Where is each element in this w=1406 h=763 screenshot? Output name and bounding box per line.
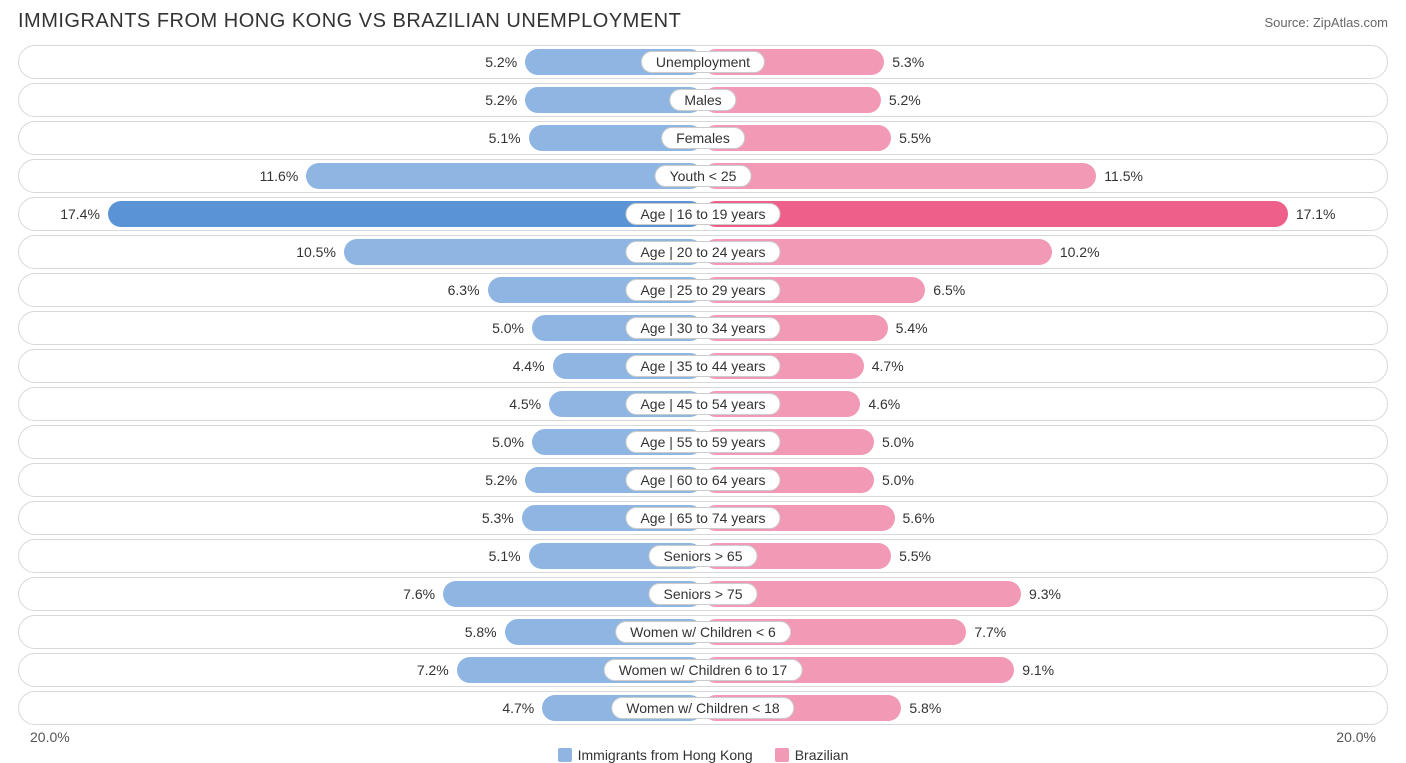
value-left: 4.7% (502, 692, 542, 724)
category-label: Males (669, 89, 736, 111)
value-left: 6.3% (448, 274, 488, 306)
chart-row: 5.2% 5.3% Unemployment (18, 45, 1388, 79)
category-label: Age | 55 to 59 years (625, 431, 780, 453)
value-right: 7.7% (966, 616, 1006, 648)
legend-item-left: Immigrants from Hong Kong (558, 747, 753, 763)
value-right: 9.3% (1021, 578, 1061, 610)
value-right: 5.6% (895, 502, 935, 534)
value-left: 5.2% (485, 84, 525, 116)
bar-left (108, 201, 703, 227)
bar-right (703, 163, 1096, 189)
chart-row: 5.1% 5.5% Seniors > 65 (18, 539, 1388, 573)
category-label: Unemployment (641, 51, 765, 73)
chart-row: 5.2% 5.0% Age | 60 to 64 years (18, 463, 1388, 497)
chart-row: 5.3% 5.6% Age | 65 to 74 years (18, 501, 1388, 535)
category-label: Age | 35 to 44 years (625, 355, 780, 377)
value-left: 5.0% (492, 312, 532, 344)
chart-row: 11.6% 11.5% Youth < 25 (18, 159, 1388, 193)
chart-row: 5.0% 5.4% Age | 30 to 34 years (18, 311, 1388, 345)
value-left: 7.2% (417, 654, 457, 686)
chart-row: 5.1% 5.5% Females (18, 121, 1388, 155)
bar-left (306, 163, 703, 189)
value-right: 5.0% (874, 426, 914, 458)
category-label: Age | 60 to 64 years (625, 469, 780, 491)
category-label: Youth < 25 (655, 165, 752, 187)
axis-right-max: 20.0% (1336, 729, 1376, 745)
value-left: 5.0% (492, 426, 532, 458)
axis-left-max: 20.0% (30, 729, 70, 745)
chart-source: Source: ZipAtlas.com (1264, 15, 1388, 30)
diverging-bar-chart: 5.2% 5.3% Unemployment 5.2% 5.2% Males 5.1% 5.5… (18, 45, 1388, 725)
value-left: 5.1% (489, 122, 529, 154)
value-right: 11.5% (1096, 160, 1143, 192)
chart-legend: Immigrants from Hong Kong Brazilian (18, 747, 1388, 763)
chart-header: IMMIGRANTS FROM HONG KONG VS BRAZILIAN U… (18, 10, 1388, 33)
legend-label-right: Brazilian (795, 747, 849, 763)
category-label: Seniors > 65 (649, 545, 758, 567)
chart-row: 17.4% 17.1% Age | 16 to 19 years (18, 197, 1388, 231)
value-left: 5.2% (485, 464, 525, 496)
value-right: 5.5% (891, 540, 931, 572)
value-right: 5.5% (891, 122, 931, 154)
value-left: 5.3% (482, 502, 522, 534)
value-right: 5.8% (901, 692, 941, 724)
category-label: Women w/ Children 6 to 17 (604, 659, 803, 681)
value-left: 4.4% (513, 350, 553, 382)
value-left: 17.4% (60, 198, 108, 230)
value-left: 11.6% (260, 160, 307, 192)
value-right: 4.7% (864, 350, 904, 382)
value-right: 5.0% (874, 464, 914, 496)
legend-item-right: Brazilian (775, 747, 849, 763)
value-left: 5.8% (465, 616, 505, 648)
chart-row: 5.0% 5.0% Age | 55 to 59 years (18, 425, 1388, 459)
category-label: Age | 16 to 19 years (625, 203, 780, 225)
category-label: Age | 30 to 34 years (625, 317, 780, 339)
value-left: 10.5% (296, 236, 344, 268)
value-left: 5.1% (489, 540, 529, 572)
value-right: 6.5% (925, 274, 965, 306)
chart-row: 4.5% 4.6% Age | 45 to 54 years (18, 387, 1388, 421)
legend-swatch-right (775, 748, 789, 762)
category-label: Age | 20 to 24 years (625, 241, 780, 263)
value-right: 5.2% (881, 84, 921, 116)
category-label: Age | 25 to 29 years (625, 279, 780, 301)
chart-row: 6.3% 6.5% Age | 25 to 29 years (18, 273, 1388, 307)
value-right: 17.1% (1288, 198, 1336, 230)
value-left: 5.2% (485, 46, 525, 78)
category-label: Seniors > 75 (649, 583, 758, 605)
value-right: 5.4% (888, 312, 928, 344)
chart-row: 4.4% 4.7% Age | 35 to 44 years (18, 349, 1388, 383)
chart-row: 10.5% 10.2% Age | 20 to 24 years (18, 235, 1388, 269)
chart-title: IMMIGRANTS FROM HONG KONG VS BRAZILIAN U… (18, 10, 681, 33)
chart-row: 5.2% 5.2% Males (18, 83, 1388, 117)
category-label: Women w/ Children < 18 (611, 697, 794, 719)
value-right: 5.3% (884, 46, 924, 78)
value-left: 7.6% (403, 578, 443, 610)
chart-row: 4.7% 5.8% Women w/ Children < 18 (18, 691, 1388, 725)
value-right: 4.6% (860, 388, 900, 420)
category-label: Age | 65 to 74 years (625, 507, 780, 529)
chart-row: 5.8% 7.7% Women w/ Children < 6 (18, 615, 1388, 649)
legend-swatch-left (558, 748, 572, 762)
category-label: Women w/ Children < 6 (615, 621, 791, 643)
chart-row: 7.6% 9.3% Seniors > 75 (18, 577, 1388, 611)
legend-label-left: Immigrants from Hong Kong (578, 747, 753, 763)
bar-right (703, 201, 1288, 227)
category-label: Females (661, 127, 745, 149)
value-right: 9.1% (1014, 654, 1054, 686)
value-left: 4.5% (509, 388, 549, 420)
value-right: 10.2% (1052, 236, 1100, 268)
axis-row: 20.0% 20.0% (18, 729, 1388, 745)
category-label: Age | 45 to 54 years (625, 393, 780, 415)
chart-row: 7.2% 9.1% Women w/ Children 6 to 17 (18, 653, 1388, 687)
